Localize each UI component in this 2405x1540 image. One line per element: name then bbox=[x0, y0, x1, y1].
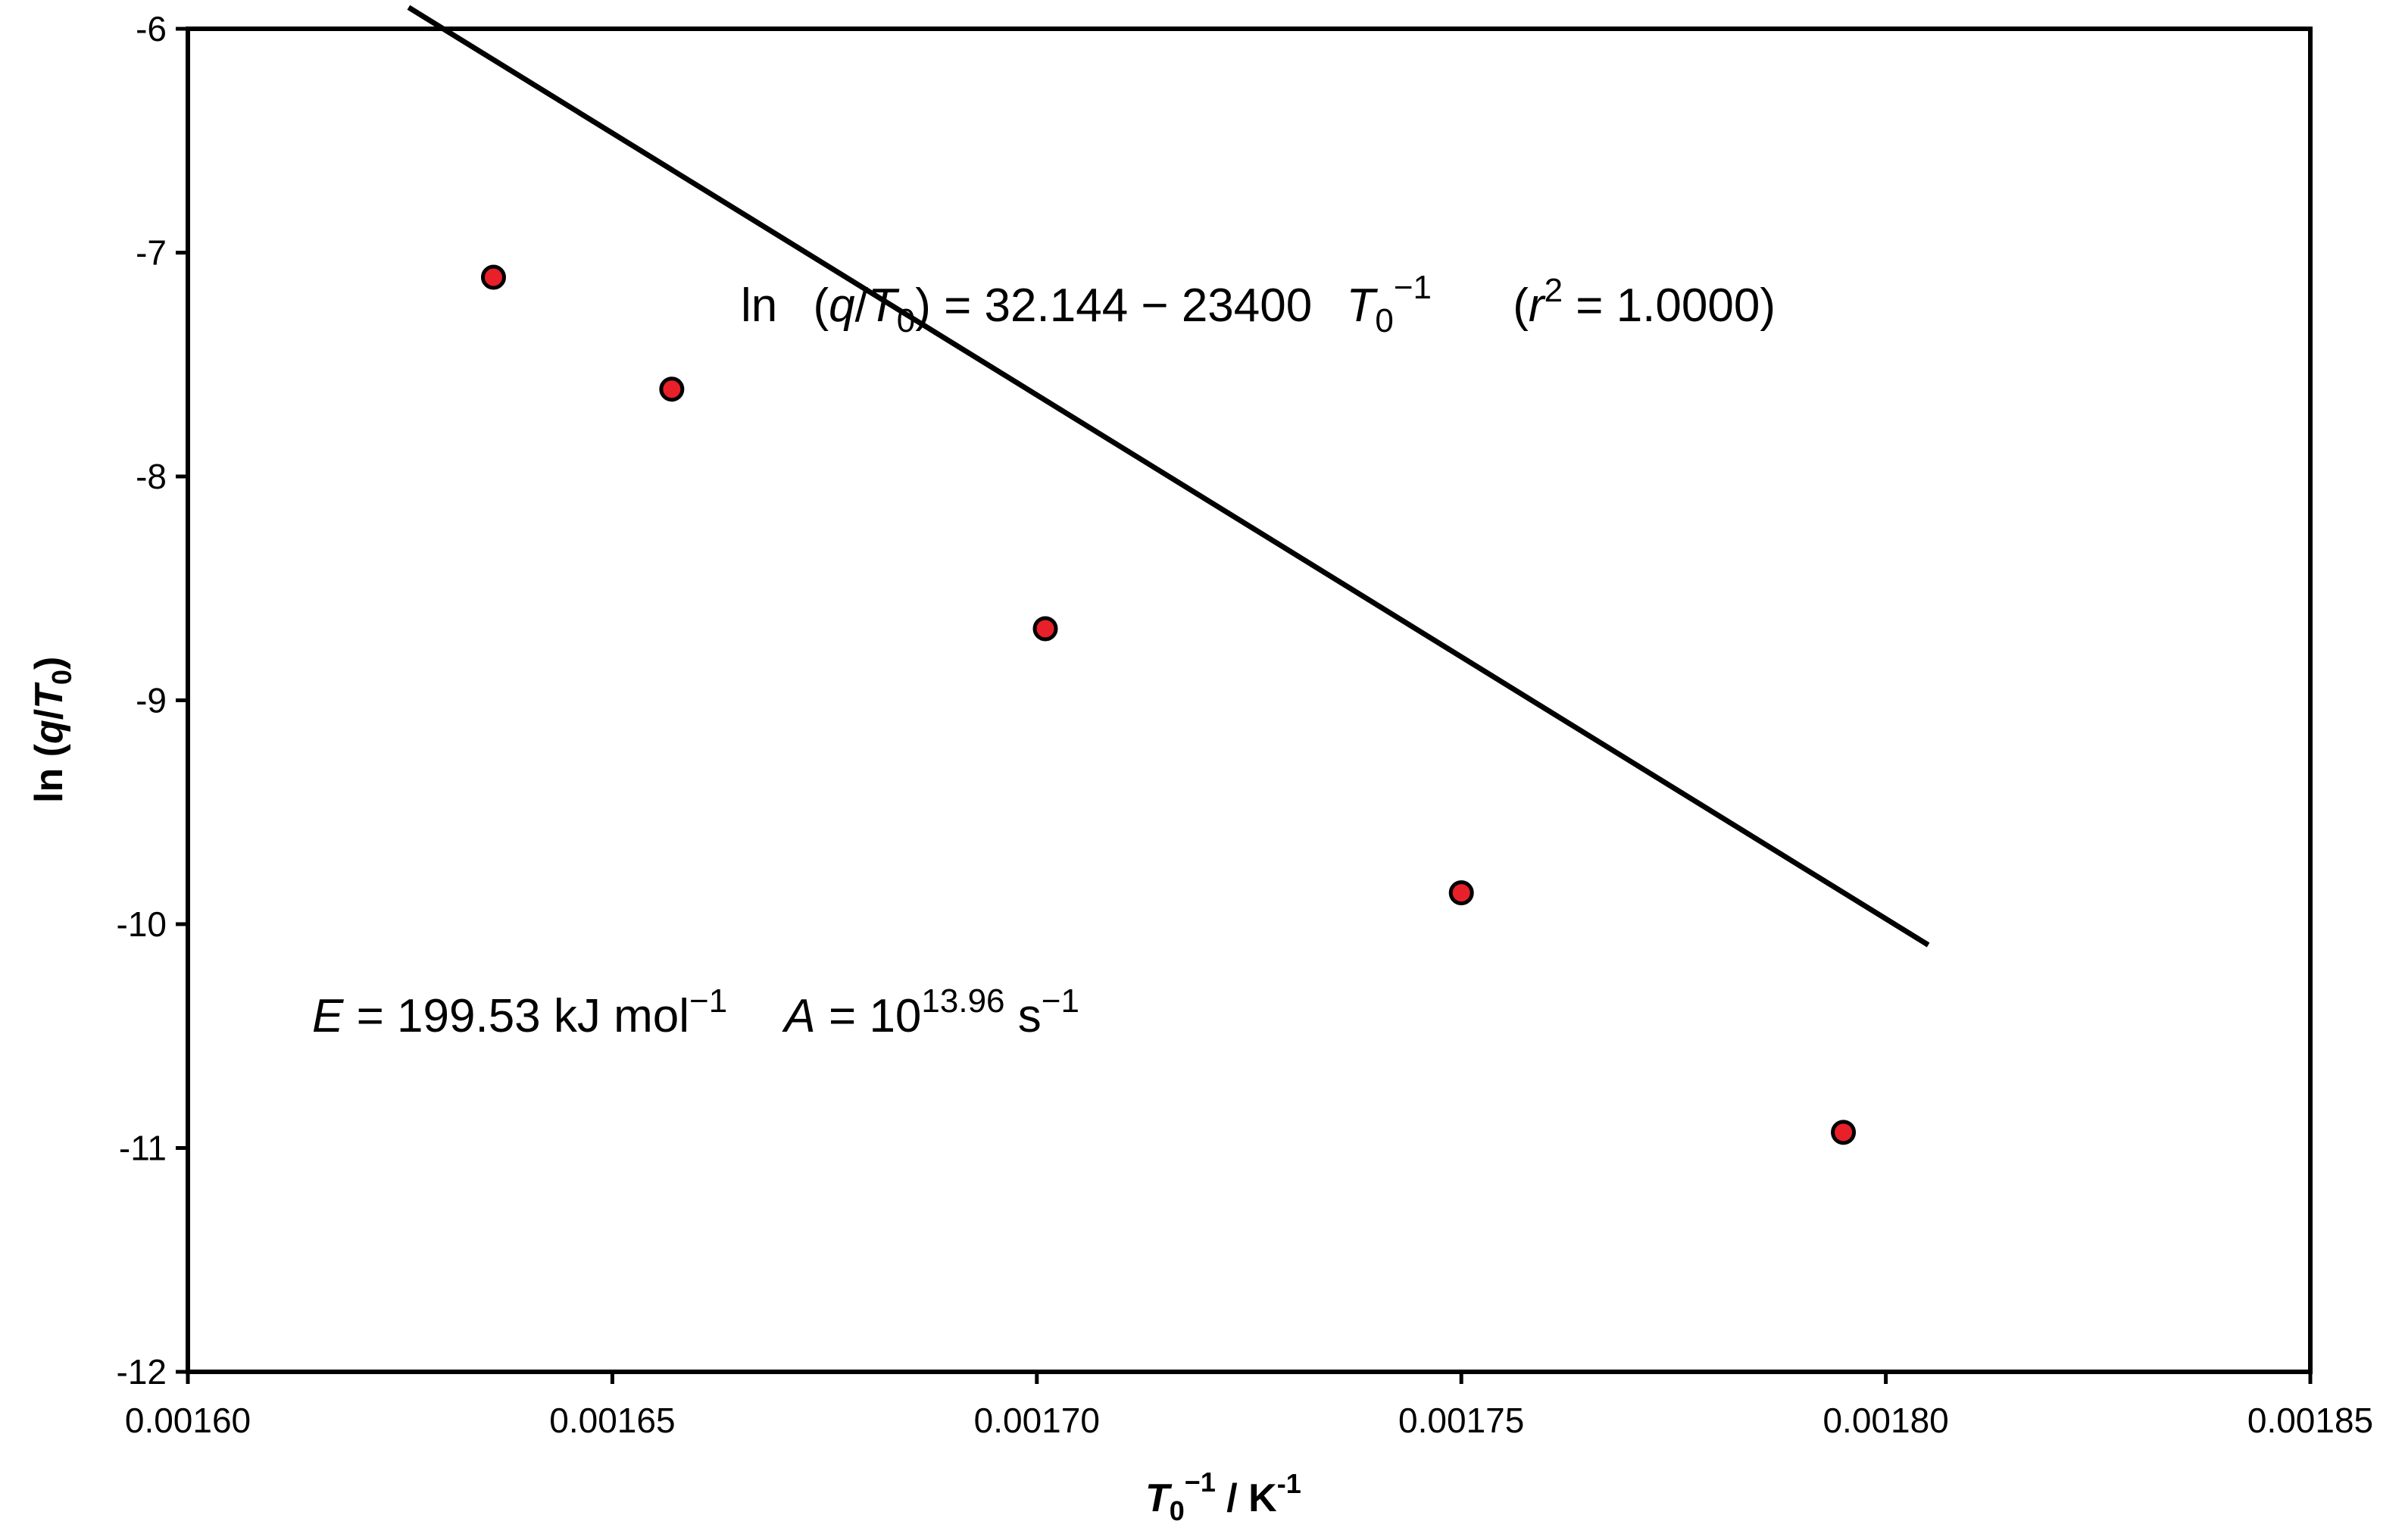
equation-r-sup: 2 bbox=[1545, 272, 1563, 309]
fit-line bbox=[407, 5, 1930, 948]
equation-slash: / bbox=[855, 280, 869, 332]
equation-sup2: −1 bbox=[1394, 269, 1432, 306]
data-point bbox=[1032, 616, 1058, 642]
x-tick-label: 0.00165 bbox=[549, 1401, 675, 1440]
y-title-q: q bbox=[27, 720, 71, 744]
x-tick-label: 0.00180 bbox=[1822, 1401, 1948, 1440]
data-point bbox=[1831, 1120, 1857, 1145]
kinetic-parameters: E = 199.53 kJ mol−1 A = 1013.96 s−1 bbox=[312, 970, 1079, 1042]
param-E-sup: −1 bbox=[689, 982, 727, 1020]
y-axis-ticks: -6 -7 -8 -9 -10 -11 -12 bbox=[117, 9, 188, 1392]
x-axis-ticks: 0.00160 0.00165 0.00170 0.00175 0.00180 0.001… bbox=[125, 1372, 2373, 1440]
y-tick-label: -11 bbox=[119, 1129, 167, 1168]
y-title-T: T bbox=[27, 682, 71, 709]
param-A-unit: s bbox=[1005, 990, 1042, 1042]
equation-r: r bbox=[1529, 280, 1546, 332]
param-E-value: = 199.53 kJ mol bbox=[343, 990, 689, 1042]
data-point bbox=[480, 264, 506, 290]
x-axis-title: T0−1 / K-1 bbox=[1145, 1467, 1301, 1526]
y-tick-label: -7 bbox=[136, 233, 167, 273]
param-A-unit-sup: −1 bbox=[1042, 982, 1079, 1020]
equation-r-open: ( bbox=[1513, 280, 1529, 332]
fit-equation: ln (q/T0) = 32.144 − 23400 T0−1 (r2 = 1.… bbox=[741, 257, 1776, 339]
x-tick-label: 0.00175 bbox=[1398, 1401, 1524, 1440]
y-tick-label: -8 bbox=[136, 457, 167, 496]
fit-line-layer bbox=[407, 5, 1930, 948]
param-E: E bbox=[312, 990, 344, 1042]
equation-r-rest: = 1.0000) bbox=[1563, 280, 1776, 332]
y-tick-label: -9 bbox=[136, 681, 167, 720]
y-tick-label: -10 bbox=[117, 904, 167, 944]
y-axis-title: ln (q/T0) bbox=[27, 657, 77, 803]
data-point bbox=[659, 376, 685, 402]
y-title-slash: / bbox=[27, 709, 71, 720]
data-point bbox=[1448, 880, 1474, 906]
param-A-value: = 10 bbox=[816, 990, 922, 1042]
equation-sub2: 0 bbox=[1375, 302, 1393, 339]
x-title-unit-sup: -1 bbox=[1277, 1468, 1301, 1499]
x-title-sup: −1 bbox=[1185, 1467, 1216, 1498]
data-points-layer bbox=[480, 264, 1857, 1145]
x-title-sub: 0 bbox=[1170, 1495, 1185, 1526]
x-tick-label: 0.00185 bbox=[2247, 1401, 2373, 1440]
param-A-sup: 13.96 bbox=[921, 982, 1004, 1020]
x-tick-label: 0.00170 bbox=[974, 1401, 1100, 1440]
plot-area-frame bbox=[186, 27, 2313, 1374]
y-title-prefix: ln ( bbox=[27, 743, 71, 803]
equation-intercept-slope: ) = 32.144 − 23400 bbox=[915, 280, 1312, 332]
y-tick-label: -6 bbox=[136, 9, 167, 48]
x-tick-label: 0.00160 bbox=[125, 1401, 251, 1440]
equation-open: ( bbox=[814, 280, 829, 332]
equation-q: q bbox=[829, 280, 855, 332]
equation-T: T bbox=[868, 280, 900, 332]
equation-sub: 0 bbox=[897, 302, 915, 339]
x-title-T: T bbox=[1145, 1476, 1173, 1520]
y-title-suffix: ) bbox=[27, 657, 71, 670]
param-A: A bbox=[781, 990, 815, 1042]
x-title-unit: / K bbox=[1216, 1476, 1277, 1520]
equation-ln: ln bbox=[741, 280, 777, 332]
y-tick-label: -12 bbox=[117, 1352, 167, 1392]
y-title-sub: 0 bbox=[46, 670, 77, 685]
equation-T2: T bbox=[1346, 280, 1378, 332]
